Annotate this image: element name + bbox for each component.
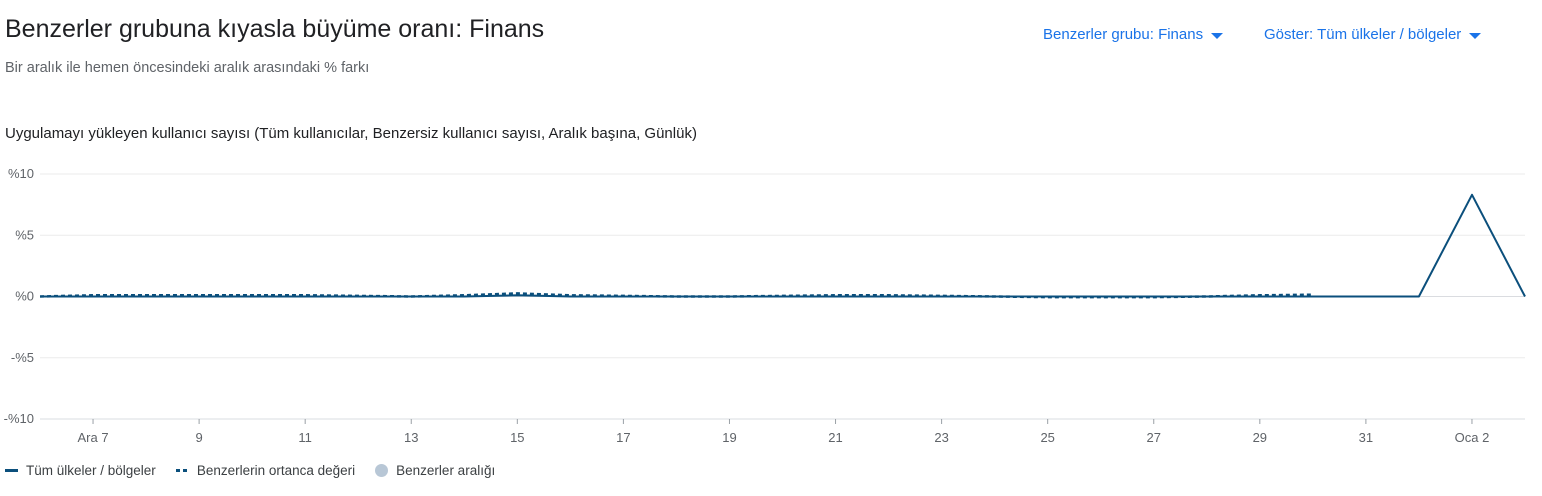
legend-swatch-solid [5,469,18,472]
x-tick-label: 13 [404,430,418,445]
y-tick-label: %0 [15,289,34,304]
x-tick-label: Oca 2 [1455,430,1490,445]
series-line-all-regions [40,193,1526,298]
growth-rate-chart: %10 %5 %0 -%5 -%10 Ara 7 9 11 13 15 17 19 21 23 25 27 29… [4,166,1526,445]
x-tick-label: 31 [1359,430,1373,445]
peer-group-dropdown-label: Benzerler grubu: Finans [1043,26,1204,43]
y-tick-label: -%5 [11,350,34,365]
x-tick-label: 17 [616,430,630,445]
x-tick-label: 11 [298,430,312,445]
legend-item-peer-median[interactable]: Benzerlerin ortanca değeri [175,463,356,478]
legend-label: Benzerlerin ortanca değeri [196,463,356,478]
y-tick-label: -%10 [4,411,34,426]
legend-label: Benzerler aralığı [396,463,496,478]
legend-label: Tüm ülkeler / bölgeler [26,463,156,478]
x-tick-label: 23 [934,430,948,445]
page-title: Benzerler grubuna kıyasla büyüme oranı: … [5,15,545,43]
x-tick-label: 9 [195,430,202,445]
chevron-down-icon [1469,32,1482,39]
x-tick-label: 27 [1147,430,1161,445]
legend-swatch-dashed [175,469,189,472]
x-tick-label: 15 [510,430,524,445]
x-tick-label: 29 [1253,430,1267,445]
x-tick-label: Ara 7 [77,430,108,445]
x-tick-label: 21 [828,430,842,445]
legend-item-all-regions[interactable]: Tüm ülkeler / bölgeler [5,463,156,478]
show-region-dropdown[interactable]: Göster: Tüm ülkeler / bölgeler [1264,26,1482,43]
show-region-dropdown-label: Göster: Tüm ülkeler / bölgeler [1264,26,1462,43]
y-tick-label: %10 [8,166,34,181]
chart-legend: Tüm ülkeler / bölgeler Benzerlerin ortan… [5,463,515,478]
page-subtitle: Bir aralık ile hemen öncesindeki aralık … [5,60,370,76]
chevron-down-icon [1211,32,1224,39]
x-tick-label: 19 [722,430,736,445]
x-tick-label: 25 [1040,430,1054,445]
y-tick-label: %5 [15,227,34,242]
chart-title: Uygulamayı yükleyen kullanıcı sayısı (Tü… [5,125,697,142]
peer-group-dropdown[interactable]: Benzerler grubu: Finans [1043,26,1224,43]
legend-swatch-range [375,464,389,477]
legend-item-peer-range[interactable]: Benzerler aralığı [375,463,495,478]
